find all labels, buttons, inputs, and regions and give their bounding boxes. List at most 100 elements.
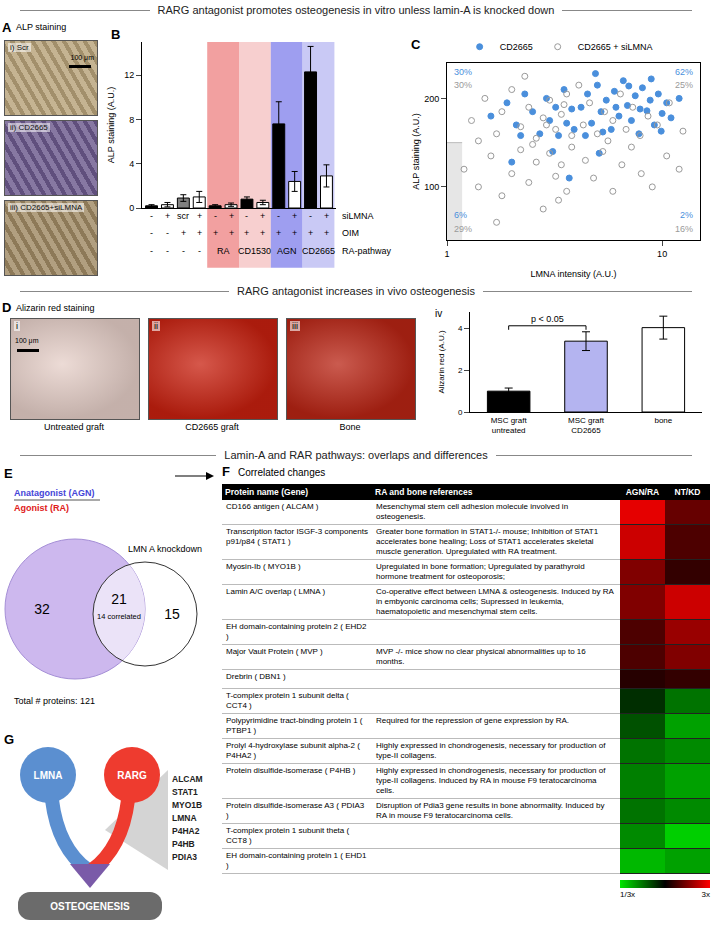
svg-text:+: +	[229, 228, 234, 238]
svg-text:-: -	[166, 228, 169, 238]
html-text:Protein disulfide-isomerase A3: Protein disulfide-isomerase A3 ( PDIA3 )	[226, 801, 365, 820]
svg-text:ALP staining (A.U.): ALP staining (A.U.)	[411, 113, 421, 189]
svg-text:AGN: AGN	[277, 246, 297, 256]
svg-text:+: +	[308, 228, 313, 238]
svg-text:-: -	[277, 211, 280, 221]
svg-text:siLMNA: siLMNA	[342, 211, 374, 221]
svg-text:+: +	[197, 211, 202, 221]
svg-text:RARG: RARG	[117, 770, 147, 781]
svg-text:+: +	[197, 228, 202, 238]
html-text:EH domain-containing protein 2: EH domain-containing protein 2 ( EHD2 )	[226, 622, 367, 641]
svg-text:30%: 30%	[454, 80, 472, 90]
svg-text:Agonist (RA): Agonist (RA)	[14, 503, 69, 513]
svg-text:0: 0	[129, 203, 134, 213]
svg-text:-: -	[150, 211, 153, 221]
svg-text:21: 21	[111, 591, 127, 607]
svg-text:16%: 16%	[675, 224, 693, 234]
svg-text:25%: 25%	[675, 80, 693, 90]
svg-text:p < 0.05: p < 0.05	[531, 314, 564, 324]
svg-text:MSC graftuntreated: MSC graftuntreated	[491, 416, 528, 435]
svg-text:+: +	[181, 228, 186, 238]
svg-text:B: B	[111, 27, 120, 42]
svg-text:8: 8	[129, 115, 134, 125]
svg-text:Alizarin red (A.U.): Alizarin red (A.U.)	[437, 330, 446, 393]
svg-text:+: +	[292, 228, 297, 238]
svg-text:LMN A knockdown: LMN A knockdown	[128, 544, 202, 554]
svg-text:2%: 2%	[680, 210, 693, 220]
svg-text:200: 200	[424, 94, 439, 104]
svg-text:14 correlated: 14 correlated	[97, 612, 141, 621]
svg-text:STAT1: STAT1	[172, 787, 198, 797]
svg-text:MSC graftCD2665: MSC graftCD2665	[568, 416, 605, 435]
svg-text:Anatagonist (AGN): Anatagonist (AGN)	[14, 488, 95, 498]
svg-text:-: -	[214, 211, 217, 221]
svg-text:+: +	[165, 211, 170, 221]
svg-text:scr: scr	[177, 211, 189, 221]
svg-text:+: +	[213, 228, 218, 238]
svg-text:+: +	[292, 211, 297, 221]
svg-text:CD1530: CD1530	[238, 246, 271, 256]
svg-text:30%: 30%	[454, 67, 472, 77]
svg-text:+: +	[260, 228, 265, 238]
html-text:Highly expressed in chondrogen: Highly expressed in chondrogenesis, nece…	[376, 766, 606, 795]
svg-text:-: -	[182, 246, 185, 256]
svg-text:LMNA: LMNA	[172, 813, 197, 823]
svg-text:-: -	[166, 246, 169, 256]
svg-text:+: +	[276, 228, 281, 238]
html-text:Prolyl 4-hydroxylase subunit a: Prolyl 4-hydroxylase subunit alpha-2 ( P…	[226, 741, 360, 760]
svg-text:-: -	[150, 228, 153, 238]
svg-text:E: E	[4, 466, 13, 481]
svg-text:LMNA intensity (A.U.): LMNA intensity (A.U.)	[530, 269, 616, 279]
svg-text:OIM: OIM	[342, 228, 359, 238]
html-text:Polypyrimidine tract-binding p: Polypyrimidine tract-binding protein 1 (…	[226, 716, 363, 735]
svg-text:+: +	[324, 228, 329, 238]
svg-text:PDIA3: PDIA3	[172, 852, 197, 862]
svg-text:P4HA2: P4HA2	[172, 826, 200, 836]
html-text:MVP -/- mice show no clear phy: MVP -/- mice show no clear physical abno…	[376, 647, 586, 666]
svg-text:+: +	[229, 211, 234, 221]
html-text:Upregulated in bone formation;: Upregulated in bone formation; Upregulat…	[376, 562, 585, 581]
svg-text:LMNA: LMNA	[34, 770, 63, 781]
svg-text:0: 0	[458, 408, 463, 417]
svg-text:ALCAM: ALCAM	[172, 774, 203, 784]
svg-text:4: 4	[129, 159, 134, 169]
svg-text:-: -	[198, 246, 201, 256]
svg-text:C: C	[411, 37, 421, 52]
html-text:T-complex protein 1 subunit de: T-complex protein 1 subunit delta ( CCT4…	[226, 691, 349, 710]
svg-text:+: +	[260, 211, 265, 221]
svg-text:CD2665 + siLMNA: CD2665 + siLMNA	[578, 42, 653, 52]
html-text:Transcription factor ISGF-3 co: Transcription factor ISGF-3 components p…	[226, 527, 368, 546]
svg-text:10: 10	[657, 249, 667, 259]
svg-text:4: 4	[458, 324, 463, 333]
svg-text:+: +	[244, 228, 249, 238]
svg-text:32: 32	[34, 601, 50, 617]
svg-text:RA: RA	[217, 246, 230, 256]
svg-text:P4HB: P4HB	[172, 839, 195, 849]
svg-text:6%: 6%	[454, 210, 467, 220]
svg-text:bone: bone	[654, 416, 672, 425]
svg-text:1: 1	[444, 249, 449, 259]
svg-text:15: 15	[164, 606, 180, 622]
svg-text:12: 12	[124, 70, 134, 80]
svg-text:CD2665: CD2665	[500, 42, 533, 52]
svg-text:ALP staining (A.U.): ALP staining (A.U.)	[106, 87, 116, 163]
svg-text:Total # proteins: 121: Total # proteins: 121	[14, 696, 95, 706]
svg-text:RA-pathway: RA-pathway	[342, 246, 392, 256]
html-text:Greater bone formation in STAT: Greater bone formation in STAT1-/- mouse…	[376, 527, 599, 556]
html-text:Mesenchymal stem cell adhesion: Mesenchymal stem cell adhesion molecule …	[376, 502, 569, 521]
html-text:Co-operative effect between LM: Co-operative effect between LMNA & osteo…	[376, 587, 614, 616]
svg-text:CD2665: CD2665	[302, 246, 335, 256]
svg-text:OSTEOGENESIS: OSTEOGENESIS	[50, 901, 130, 912]
svg-text:2: 2	[458, 366, 463, 375]
svg-text:100: 100	[424, 182, 439, 192]
svg-text:62%: 62%	[675, 67, 693, 77]
svg-text:29%: 29%	[454, 224, 472, 234]
svg-text:G: G	[4, 732, 14, 747]
svg-text:MYO1B: MYO1B	[172, 800, 202, 810]
svg-text:-: -	[150, 246, 153, 256]
svg-text:-: -	[309, 211, 312, 221]
html-text:Highly expressed in chondrogen: Highly expressed in chondrogenesis, nece…	[376, 741, 606, 760]
svg-text:iv: iv	[435, 308, 442, 319]
svg-text:-: -	[245, 211, 248, 221]
svg-text:+: +	[324, 211, 329, 221]
